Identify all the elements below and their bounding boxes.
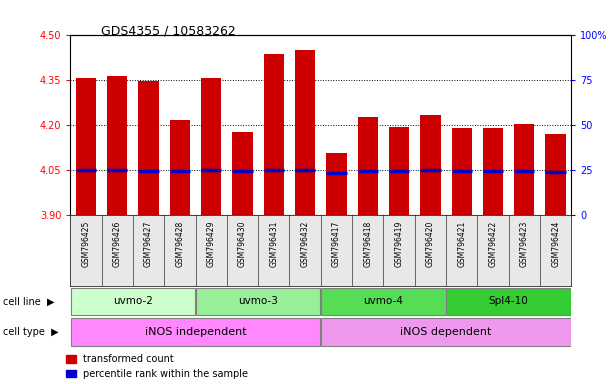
- Bar: [263, 54, 284, 215]
- Text: GSM796431: GSM796431: [269, 221, 278, 267]
- Text: Spl4-10: Spl4-10: [489, 296, 529, 306]
- Bar: [107, 76, 128, 215]
- Bar: [295, 50, 315, 215]
- Text: GSM796422: GSM796422: [489, 221, 497, 267]
- Bar: [170, 120, 190, 215]
- Text: GSM796426: GSM796426: [113, 221, 122, 267]
- Text: uvmo-3: uvmo-3: [238, 296, 278, 306]
- Text: iNOS dependent: iNOS dependent: [400, 327, 492, 337]
- Bar: [357, 117, 378, 215]
- Text: GSM796425: GSM796425: [81, 221, 90, 267]
- Bar: [483, 128, 503, 215]
- Text: GSM796418: GSM796418: [364, 221, 372, 267]
- Bar: [71, 318, 320, 346]
- Bar: [232, 132, 253, 215]
- Text: GDS4355 / 10583262: GDS4355 / 10583262: [101, 25, 236, 38]
- Bar: [546, 134, 566, 215]
- Text: GSM796424: GSM796424: [551, 221, 560, 267]
- Text: iNOS independent: iNOS independent: [145, 327, 246, 337]
- Text: GSM796417: GSM796417: [332, 221, 341, 267]
- Text: GSM796421: GSM796421: [457, 221, 466, 267]
- Bar: [452, 128, 472, 215]
- Text: GSM796428: GSM796428: [175, 221, 185, 267]
- Text: uvmo-4: uvmo-4: [364, 296, 403, 306]
- Bar: [196, 288, 320, 315]
- Bar: [514, 124, 535, 215]
- Text: GSM796427: GSM796427: [144, 221, 153, 267]
- Text: cell type  ▶: cell type ▶: [3, 327, 59, 337]
- Bar: [447, 288, 571, 315]
- Bar: [71, 288, 195, 315]
- Text: uvmo-2: uvmo-2: [113, 296, 153, 306]
- Text: GSM796430: GSM796430: [238, 221, 247, 267]
- Text: GSM796420: GSM796420: [426, 221, 435, 267]
- Legend: transformed count, percentile rank within the sample: transformed count, percentile rank withi…: [66, 354, 249, 379]
- Bar: [321, 288, 445, 315]
- Bar: [326, 153, 346, 215]
- Bar: [321, 318, 571, 346]
- Text: GSM796432: GSM796432: [301, 221, 310, 267]
- Text: cell line  ▶: cell line ▶: [3, 296, 54, 306]
- Text: GSM796429: GSM796429: [207, 221, 216, 267]
- Text: GSM796419: GSM796419: [395, 221, 403, 267]
- Bar: [420, 115, 441, 215]
- Bar: [138, 81, 159, 215]
- Bar: [389, 127, 409, 215]
- Bar: [76, 78, 96, 215]
- Text: GSM796423: GSM796423: [520, 221, 529, 267]
- Bar: [201, 78, 221, 215]
